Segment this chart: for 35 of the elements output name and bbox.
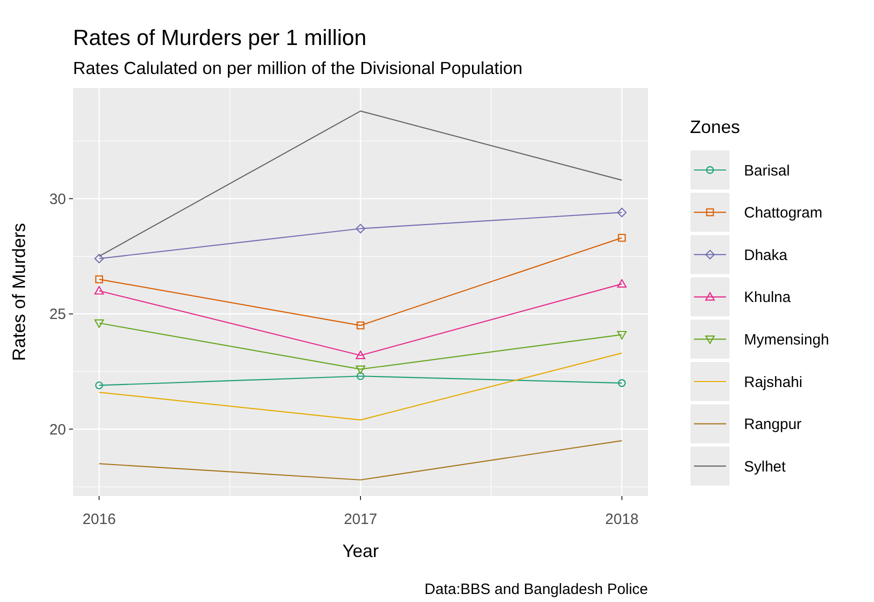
y-tick-label: 25 xyxy=(49,306,66,324)
x-axis-title: Year xyxy=(342,541,379,561)
point xyxy=(618,234,626,242)
point xyxy=(94,286,104,295)
legend-label: Barisal xyxy=(744,162,790,180)
y-tick-label: 30 xyxy=(49,190,66,208)
legend-label: Rangpur xyxy=(744,416,802,434)
legend-label: Rajshahi xyxy=(744,374,802,391)
y-tick-label: 20 xyxy=(49,421,66,438)
point xyxy=(94,319,104,328)
point xyxy=(356,224,366,234)
text: Data:BBS and Bangladesh Police xyxy=(424,581,648,598)
x-tick-label: 2017 xyxy=(344,511,378,528)
y-axis-title: Rates of Murders xyxy=(9,222,29,362)
point xyxy=(617,208,627,218)
point xyxy=(617,279,627,288)
point xyxy=(356,350,366,360)
point xyxy=(618,379,626,387)
legend-label: Dhaka xyxy=(744,246,788,264)
point xyxy=(94,254,104,264)
point xyxy=(356,366,366,374)
x-tick-label: 2018 xyxy=(605,511,639,528)
legend-label: Mymensingh xyxy=(744,331,830,348)
chart-title: Rates of Murders per 1 million xyxy=(73,25,366,50)
point xyxy=(95,381,104,390)
point xyxy=(617,330,627,340)
legend-title: Zones xyxy=(690,117,740,137)
point xyxy=(356,322,364,330)
legend-label: Sylhet xyxy=(744,458,787,476)
chart-subtitle: Rates Calulated on per million of the Divisional Population xyxy=(73,58,522,78)
x-tick-label: 2016 xyxy=(82,511,116,528)
legend-label: Chattogram xyxy=(744,204,822,222)
point xyxy=(95,275,104,284)
point xyxy=(356,372,364,380)
legend-label: Khulna xyxy=(744,289,792,306)
